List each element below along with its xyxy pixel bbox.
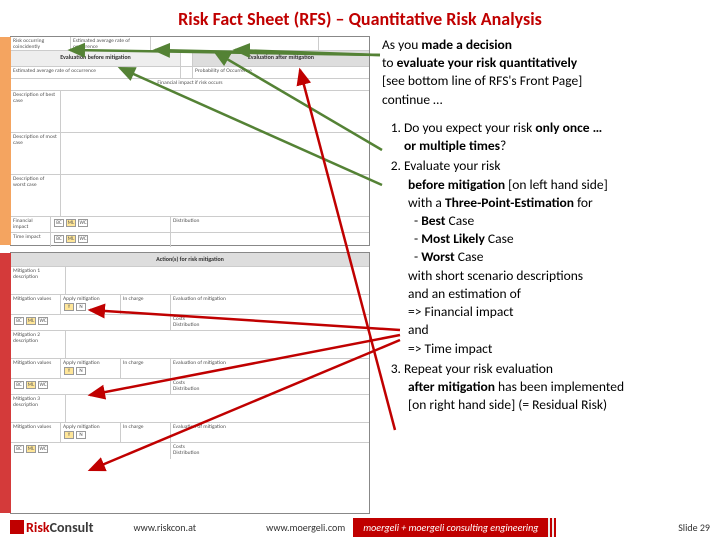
s2: Evaluate your risk bbox=[404, 157, 500, 174]
s2d2: Case bbox=[485, 230, 514, 247]
s2b3: for bbox=[574, 194, 593, 211]
slide-number: Slide 29 bbox=[678, 521, 710, 534]
intro-l2a: to bbox=[382, 54, 397, 71]
s2i: and bbox=[404, 321, 702, 339]
intro-block: As you made a decision to evaluate your … bbox=[382, 36, 702, 109]
footer-url-riskcon: www.riskcon.at bbox=[133, 521, 196, 534]
footer-url-moergeli: www.moergeli.com bbox=[266, 521, 345, 534]
form-mitigation-bottom: Action(s) for risk mitigation Mitigation… bbox=[10, 252, 370, 514]
logo-square-icon bbox=[10, 520, 24, 534]
form-preview-column: Risk occurring coincidently Estimated av… bbox=[10, 36, 370, 520]
s2a: before mitigation bbox=[408, 176, 508, 193]
s1b: only once … bbox=[535, 119, 602, 136]
s2f: with short scenario descriptions bbox=[404, 267, 702, 285]
logo-risk-text: Risk bbox=[26, 519, 50, 536]
s2h: => Financial impact bbox=[404, 303, 702, 321]
logo-riskconsult: RiskConsult bbox=[10, 519, 93, 536]
form-tab-orange bbox=[0, 37, 11, 245]
eval-after-header: Evaluation after mitigation bbox=[193, 51, 369, 66]
logo-moergeli: moergeli + moergeli consulting engineeri… bbox=[353, 518, 550, 537]
s2c2: Case bbox=[445, 212, 474, 229]
s1c: or multiple times bbox=[404, 137, 500, 154]
intro-l1b: made a decision bbox=[421, 36, 512, 53]
s3a2: has been implemented bbox=[498, 378, 624, 395]
intro-l1a: As you bbox=[382, 36, 421, 53]
form-tab-red bbox=[0, 253, 11, 513]
intro-l4: continue … bbox=[382, 91, 442, 108]
s1d: ? bbox=[500, 137, 506, 154]
s2a2: [on left hand side] bbox=[508, 176, 608, 193]
s2c1: Best bbox=[421, 212, 445, 229]
s3: Repeat your risk evaluation bbox=[404, 360, 553, 377]
s2g: and an estimation of bbox=[404, 285, 702, 303]
steps-list: Do you expect your risk only once … or m… bbox=[382, 119, 702, 415]
footer: RiskConsult www.riskcon.at www.moergeli.… bbox=[0, 514, 720, 540]
s3b: [on right hand side] (= Residual Risk) bbox=[404, 396, 702, 414]
step-3: Repeat your risk evaluation after mitiga… bbox=[404, 360, 702, 415]
step-2: Evaluate your risk before mitigation [on… bbox=[404, 157, 702, 357]
step-1: Do you expect your risk only once … or m… bbox=[404, 119, 702, 155]
s2b: with a bbox=[408, 194, 445, 211]
instruction-text: As you made a decision to evaluate your … bbox=[382, 36, 702, 520]
s1a: Do you expect your risk bbox=[404, 119, 535, 136]
s2e2: Case bbox=[455, 248, 484, 265]
s2j: => Time impact bbox=[404, 340, 702, 358]
page-title: Risk Fact Sheet (RFS) – Quantitative Ris… bbox=[0, 0, 720, 36]
s3a: after mitigation bbox=[408, 378, 498, 395]
s2e1: Worst bbox=[421, 248, 455, 265]
intro-l2b: evaluate your risk quantitatively bbox=[397, 54, 578, 71]
intro-l3: [see bottom line of RFS's Front Page] bbox=[382, 72, 582, 89]
form-quantitative-top: Risk occurring coincidently Estimated av… bbox=[10, 36, 370, 246]
s2d1: Most Likely bbox=[421, 230, 485, 247]
eval-before-header: Evaluation before mitigation bbox=[11, 51, 181, 66]
main-content: Risk occurring coincidently Estimated av… bbox=[0, 36, 720, 520]
logo-consult-text: Consult bbox=[50, 519, 94, 536]
s2b2: Three-Point-Estimation bbox=[445, 194, 574, 211]
